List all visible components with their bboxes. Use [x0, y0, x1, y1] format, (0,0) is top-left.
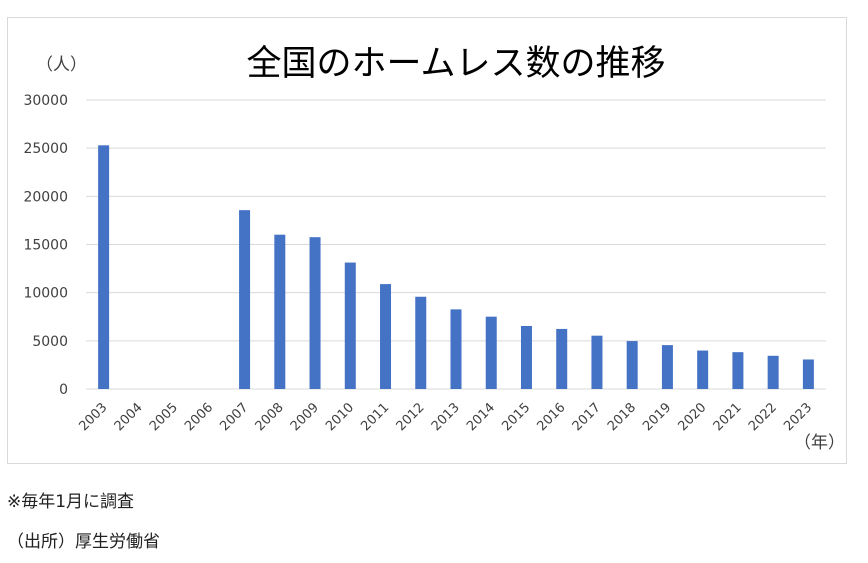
bar-2015 — [520, 325, 532, 389]
x-tick-label: 2004 — [112, 400, 146, 434]
x-tick-label: 2012 — [394, 400, 428, 434]
x-tick-label: 2020 — [675, 400, 709, 434]
x-tick-label: 2003 — [76, 400, 110, 434]
x-tick-label: 2016 — [535, 400, 569, 434]
x-tick-label: 2008 — [253, 400, 287, 434]
bar-2009 — [309, 237, 321, 389]
x-tick-label: 2009 — [288, 400, 322, 434]
bar-2003 — [98, 145, 110, 389]
bar-2019 — [661, 345, 673, 389]
y-tick-label: 5000 — [32, 334, 68, 350]
chart-frame: 全国のホームレス数の推移 （人） （年） 0 5000 10000 15000 2000… — [7, 17, 847, 464]
x-tick-label: 2006 — [182, 400, 216, 434]
source-note: （出所）厚生労働省 — [7, 532, 160, 552]
x-tick-label: 2014 — [464, 400, 498, 434]
survey-note: ※毎年1月に調査 — [7, 492, 135, 512]
bar-2020 — [697, 350, 709, 389]
bar-2008 — [274, 234, 286, 389]
bar-2014 — [485, 316, 497, 389]
x-tick-label: 2005 — [147, 400, 181, 434]
x-tick-label: 2017 — [570, 400, 604, 434]
bar-2023 — [802, 359, 814, 389]
bar-2012 — [415, 296, 427, 389]
x-tick-label: 2023 — [781, 400, 815, 434]
x-tick-label: 2007 — [217, 400, 251, 434]
x-tick-label: 2010 — [323, 400, 357, 434]
bar-2018 — [626, 341, 638, 389]
y-tick-label: 0 — [59, 382, 68, 398]
x-tick-label: 2022 — [746, 400, 780, 434]
bar-2007 — [239, 210, 251, 389]
y-tick-labels: 0 5000 10000 15000 20000 25000 30000 — [23, 93, 68, 398]
x-tick-label: 2015 — [499, 400, 533, 434]
bar-2016 — [556, 328, 568, 389]
x-tick-label: 2011 — [358, 400, 392, 434]
chart-canvas: 全国のホームレス数の推移 （人） （年） 0 5000 10000 15000 2000… — [23, 44, 845, 453]
bar-2013 — [450, 309, 462, 389]
bar-2017 — [591, 335, 603, 389]
x-tick-labels: 2003 2004 2005 2006 2007 2008 2009 2010 2011 2012… — [76, 400, 815, 434]
bars — [98, 145, 814, 389]
bar-2011 — [380, 284, 392, 389]
x-axis-unit: （年） — [794, 433, 845, 453]
y-tick-label: 30000 — [23, 93, 68, 109]
y-tick-label: 15000 — [23, 238, 68, 254]
bar-2021 — [732, 352, 744, 389]
x-tick-label: 2021 — [711, 400, 745, 434]
y-tick-label: 10000 — [23, 286, 68, 302]
y-tick-label: 25000 — [23, 141, 68, 157]
x-tick-label: 2018 — [605, 400, 639, 434]
x-tick-label: 2019 — [640, 400, 674, 434]
x-tick-label: 2013 — [429, 400, 463, 434]
chart-title: 全国のホームレス数の推移 — [247, 44, 666, 84]
gridlines — [86, 99, 826, 390]
bar-2010 — [344, 262, 356, 389]
y-axis-unit: （人） — [36, 55, 87, 75]
y-tick-label: 20000 — [23, 189, 68, 205]
bar-2022 — [767, 355, 779, 389]
